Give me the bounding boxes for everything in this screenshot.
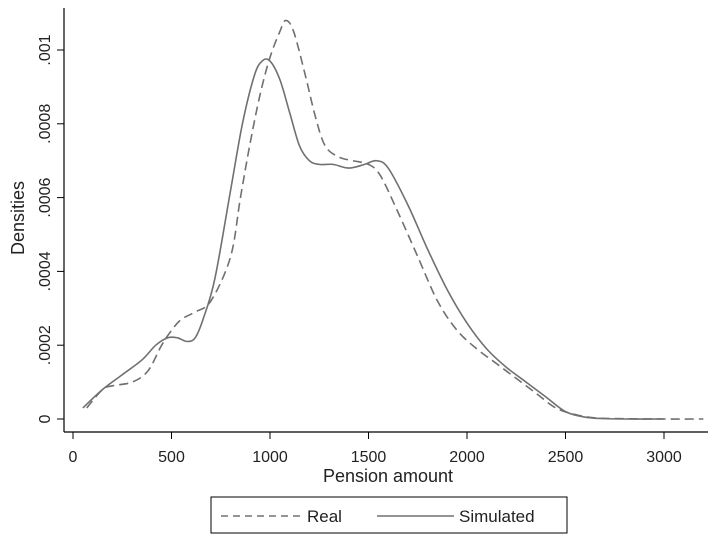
x-tick-label: 1500 xyxy=(351,449,387,466)
legend-box xyxy=(210,496,568,534)
legend-label-simulated: Simulated xyxy=(459,507,535,526)
legend: Real Simulated xyxy=(210,496,568,534)
x-tick-label: 500 xyxy=(158,449,185,466)
series-line-real xyxy=(86,19,704,420)
plot-area: 0 500 1000 1500 2000 2500 3000 0 .0002 .0004 .0006… xyxy=(37,8,708,466)
y-axis-title: Densities xyxy=(8,181,28,255)
y-tick-label: .0002 xyxy=(37,325,54,365)
y-tick-label: .0004 xyxy=(37,251,54,291)
x-tick-label: 2000 xyxy=(449,449,485,466)
y-tick-label: 0 xyxy=(37,414,54,423)
y-tick-label: .001 xyxy=(37,34,54,65)
x-tick-label: 2500 xyxy=(548,449,584,466)
x-tick-label: 3000 xyxy=(646,449,682,466)
y-tick-label: .0006 xyxy=(37,177,54,217)
x-tick-label: 0 xyxy=(69,449,78,466)
y-tick-label: .0008 xyxy=(37,104,54,144)
legend-label-real: Real xyxy=(307,507,342,526)
x-tick-label: 1000 xyxy=(252,449,288,466)
series-line-simulated xyxy=(82,58,665,420)
x-axis-title: Pension amount xyxy=(323,466,453,486)
